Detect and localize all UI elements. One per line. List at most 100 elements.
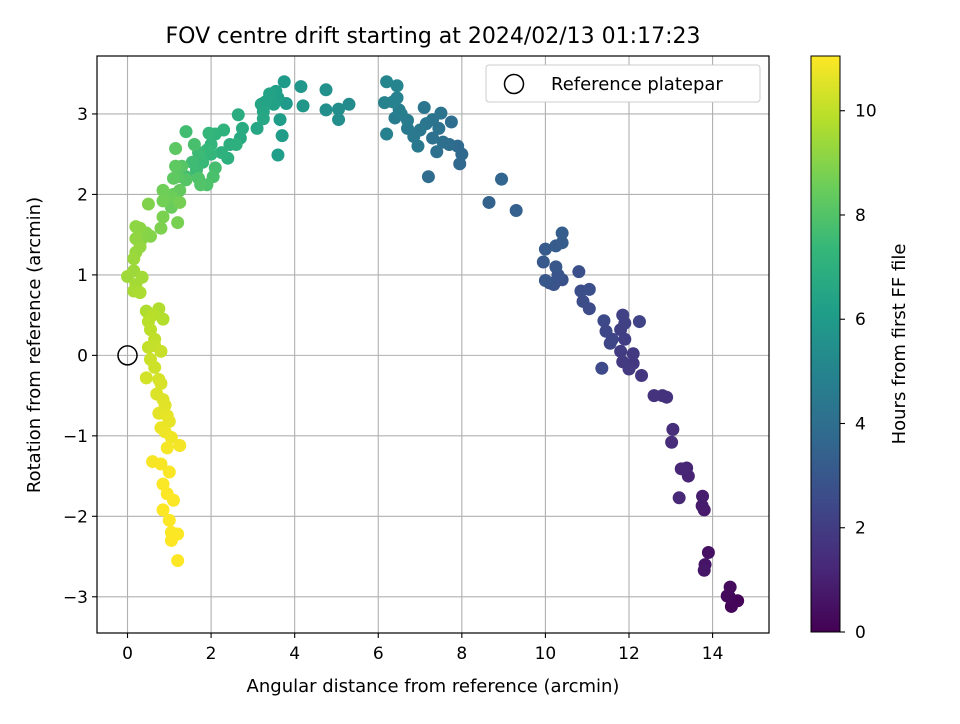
colorbar-tick-label: 4 [855,414,866,434]
colorbar-tick-label: 0 [855,623,866,643]
data-point [250,121,264,135]
data-point [536,255,550,269]
data-point [231,108,245,122]
x-tick-label: 10 [535,644,557,664]
data-point [215,146,229,160]
scatter-points [117,75,745,613]
data-point [616,355,630,369]
x-tick-label: 0 [122,644,133,664]
data-point [390,79,404,93]
data-point [430,145,444,159]
plot-frame [96,55,770,634]
data-point [426,131,440,145]
data-point [723,580,737,594]
data-point [156,503,170,517]
data-point [380,127,394,141]
data-point [133,286,147,300]
data-point [162,465,176,479]
data-point [319,103,333,117]
data-point [666,422,680,436]
data-point [319,83,333,97]
data-point [121,269,135,283]
data-point [154,377,168,391]
data-point [162,513,176,527]
data-point [674,462,688,476]
data-point [294,80,308,94]
data-point [421,170,435,184]
data-point [626,347,640,361]
data-point [436,135,450,149]
x-axis-ticks: 0 2 4 6 8 10 12 14 [122,633,723,664]
data-point [599,324,613,338]
x-tick-label: 14 [702,644,724,664]
x-tick-label: 12 [618,644,640,664]
data-point [185,155,199,169]
chart-title: FOV centre drift starting at 2024/02/13 … [166,24,701,49]
data-point [129,220,143,234]
data-point [342,97,356,111]
data-point [332,113,346,127]
x-tick-label: 8 [456,644,467,664]
x-tick-label: 6 [373,644,384,664]
data-point [538,242,552,256]
data-point [171,554,185,568]
x-tick-label: 4 [289,644,300,664]
data-point [453,157,467,171]
data-point [696,489,710,503]
data-point [576,294,590,308]
legend-box [485,64,761,103]
data-point [173,195,187,209]
data-point [695,499,709,513]
data-point [127,252,141,266]
data-point [156,194,170,208]
data-point [256,112,270,126]
data-point [434,106,448,120]
data-point [665,435,679,449]
data-point [229,138,243,152]
data-point [277,75,291,89]
data-point [154,457,168,471]
data-point [173,438,187,452]
data-point [169,142,183,156]
y-tick-label: 0 [77,346,88,366]
colorbar-tick-label: 8 [855,206,866,226]
data-point [235,121,249,135]
y-axis-ticks: −3 −2 −1 0 1 2 3 [63,105,97,608]
x-tick-label: 2 [206,644,217,664]
data-point [164,533,178,547]
data-point [169,159,183,173]
data-point [179,125,193,139]
data-point [187,138,201,152]
colorbar-gradient [810,55,841,633]
data-point [166,493,180,507]
legend-marker-reference [503,73,525,95]
data-point [275,129,289,143]
data-point [603,336,617,350]
y-tick-label: 3 [77,105,88,125]
data-point [647,389,661,403]
data-point [156,312,170,326]
grid-lines [97,56,769,633]
data-point [582,282,596,296]
y-tick-label: −3 [63,588,88,608]
data-point [632,315,646,329]
y-axis-label: Rotation from reference (arcmin) [24,197,45,493]
data-point [156,183,170,197]
data-point [597,314,611,328]
data-point [572,265,586,279]
data-point [697,563,711,577]
colorbar: 0 2 4 6 8 10 Hours from first FF file [810,55,910,643]
data-point [672,491,686,505]
colorbar-tick-label: 2 [855,519,866,539]
data-point [154,221,168,235]
data-point [271,148,285,162]
data-point [380,75,394,89]
data-point [614,344,628,358]
data-point [141,197,155,211]
data-point [701,546,715,560]
data-point [202,126,216,140]
colorbar-tick-label: 10 [855,102,877,122]
legend: Reference platepar [485,64,761,103]
y-tick-label: −2 [63,507,88,527]
